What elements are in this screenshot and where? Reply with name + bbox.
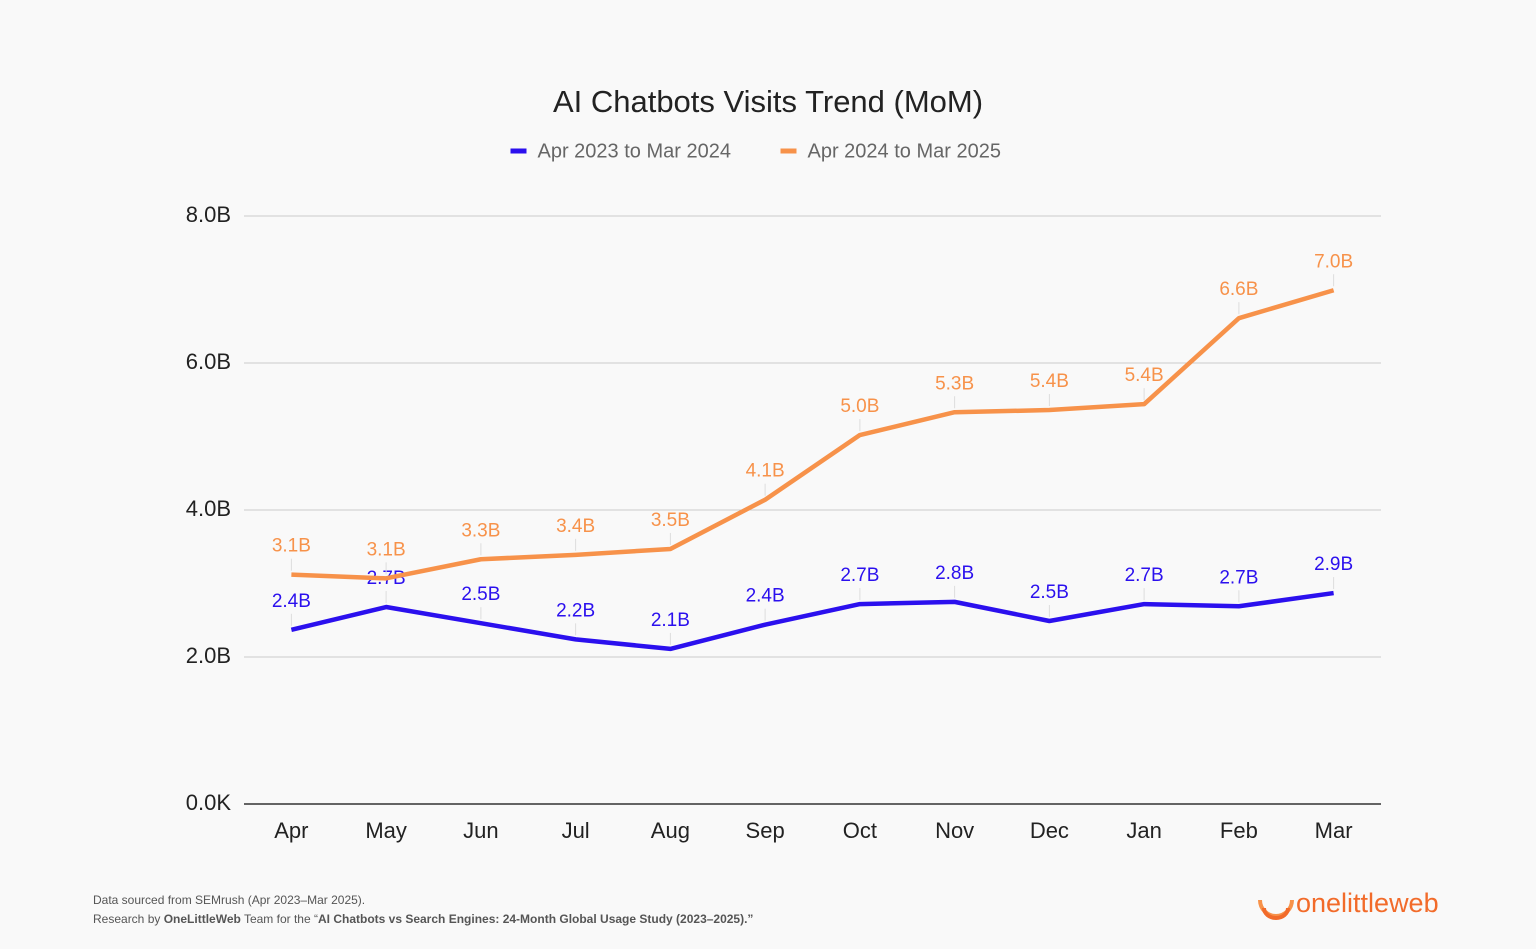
data-label: 2.5B (1030, 582, 1069, 603)
data-label: 3.1B (272, 536, 311, 557)
data-label: 4.1B (746, 461, 785, 482)
data-label: 2.2B (556, 600, 595, 621)
series-line (290, 590, 1334, 652)
logo-icon (1262, 907, 1290, 920)
data-label: 2.7B (1125, 565, 1164, 586)
data-label: 5.0B (840, 396, 879, 417)
data-label: 3.3B (461, 520, 500, 541)
logo-text: onelittleweb (1296, 888, 1439, 918)
data-label: 2.9B (1314, 554, 1353, 575)
x-tick-label: Aug (651, 818, 690, 843)
data-label: 3.5B (651, 510, 690, 531)
data-label: 2.5B (461, 584, 500, 605)
data-label: 2.8B (935, 563, 974, 584)
data-label: 2.7B (1219, 567, 1258, 588)
source-note: Data sourced from SEMrush (Apr 2023–Mar … (93, 893, 365, 907)
credit-note: Research by OneLittleWeb Team for the “A… (93, 912, 753, 926)
x-tick-label: Dec (1030, 818, 1069, 843)
legend-label: Apr 2024 to Mar 2025 (808, 140, 1001, 162)
chart-title: AI Chatbots Visits Trend (MoM) (553, 84, 983, 119)
x-tick-label: Nov (935, 818, 974, 843)
y-tick-label: 2.0B (186, 643, 231, 668)
data-label: 2.4B (746, 586, 785, 607)
data-label: 5.4B (1030, 371, 1069, 392)
data-label: 7.0B (1314, 251, 1353, 272)
x-tick-label: Jan (1126, 818, 1161, 843)
x-tick-label: Oct (843, 818, 877, 843)
x-tick-label: Mar (1315, 818, 1353, 843)
y-tick-label: 6.0B (186, 349, 231, 374)
x-tick-label: May (365, 818, 407, 843)
y-tick-label: 0.0K (186, 790, 232, 815)
data-label: 5.3B (935, 373, 974, 394)
credit-part: Research by (93, 912, 164, 926)
data-label: 3.1B (367, 539, 406, 560)
x-tick-label: Jul (562, 818, 590, 843)
y-tick-label: 8.0B (186, 202, 231, 227)
legend-label: Apr 2023 to Mar 2024 (538, 140, 731, 162)
credit-part: AI Chatbots vs Search Engines: 24-Month … (318, 912, 753, 926)
y-tick-label: 4.0B (186, 496, 231, 521)
x-tick-label: Feb (1220, 818, 1258, 843)
x-tick-label: Sep (746, 818, 785, 843)
data-label: 2.1B (651, 610, 690, 631)
logo: onelittleweb (1258, 888, 1439, 920)
data-label: 5.4B (1125, 365, 1164, 386)
credit-part: OneLittleWeb (164, 912, 241, 926)
data-label: 2.7B (840, 565, 879, 586)
data-label: 3.4B (556, 516, 595, 537)
series-line (291, 288, 1335, 581)
credit-part: Team for the “ (241, 912, 318, 926)
data-label: 2.4B (272, 591, 311, 612)
data-label: 6.6B (1219, 279, 1258, 300)
x-tick-label: Jun (463, 818, 498, 843)
x-tick-label: Apr (274, 818, 308, 843)
